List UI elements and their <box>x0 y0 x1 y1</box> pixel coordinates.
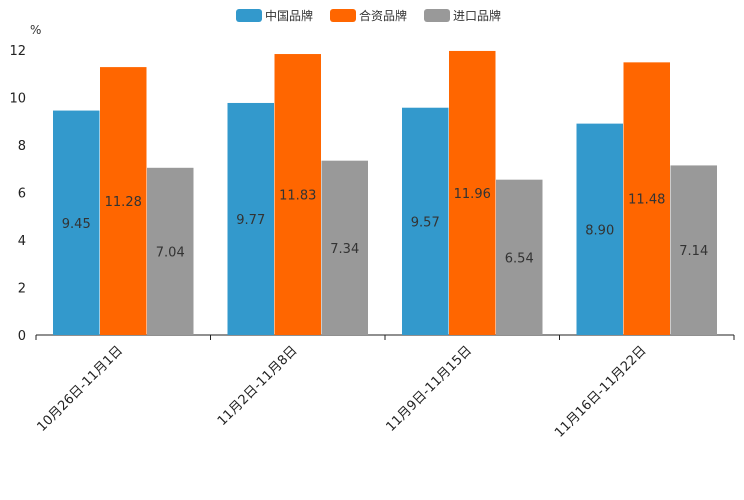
data-label: 7.34 <box>330 242 359 257</box>
y-tick-label: 8 <box>18 139 26 154</box>
y-tick-label: 12 <box>9 44 26 59</box>
bar[interactable] <box>576 123 624 335</box>
legend-item[interactable]: 进口品牌 <box>424 9 501 23</box>
bar[interactable] <box>449 50 496 335</box>
bar[interactable] <box>100 67 147 335</box>
x-axis: 10月26日-11月1日 11月2日-11月8日 11月9日-11月15日 11月16… <box>34 334 735 441</box>
y-axis: 0 2 4 6 8 10 12 <box>9 44 26 344</box>
legend-item[interactable]: 合资品牌 <box>330 8 407 23</box>
y-tick-label: 6 <box>18 187 26 202</box>
data-label: 9.45 <box>62 217 91 232</box>
legend-item[interactable]: 中国品牌 <box>236 8 313 23</box>
bar[interactable] <box>227 102 275 336</box>
bar[interactable] <box>274 54 322 335</box>
x-tick-label: 11月2日-11月8日 <box>215 343 301 429</box>
data-label: 8.90 <box>585 223 614 238</box>
legend: 中国品牌 合资品牌 进口品牌 <box>236 8 501 23</box>
x-tick-label: 10月26日-11月1日 <box>34 343 126 435</box>
bar[interactable] <box>321 160 369 335</box>
data-label: 11.28 <box>105 195 142 210</box>
legend-label: 进口品牌 <box>453 9 501 23</box>
data-label: 11.83 <box>279 189 316 204</box>
legend-label: 中国品牌 <box>265 8 313 23</box>
data-label: 11.96 <box>454 187 491 202</box>
y-tick-label: 4 <box>18 234 26 249</box>
bar[interactable] <box>496 179 543 335</box>
bar[interactable] <box>53 110 100 335</box>
data-label: 9.57 <box>411 215 440 230</box>
legend-swatch <box>330 9 356 22</box>
bar[interactable] <box>623 62 671 335</box>
legend-label: 合资品牌 <box>359 8 407 23</box>
data-label: 7.04 <box>156 245 185 260</box>
data-label: 11.48 <box>628 193 665 208</box>
x-tick-label: 11月9日-11月15日 <box>383 343 475 435</box>
legend-swatch <box>424 9 450 22</box>
x-tick-label: 11月16日-11月22日 <box>552 343 649 440</box>
data-label: 9.77 <box>236 213 265 228</box>
bar[interactable] <box>402 107 449 336</box>
data-label: 6.54 <box>505 251 534 266</box>
bar[interactable] <box>670 165 718 335</box>
data-labels-group: 9.45 11.28 7.04 9.77 11.83 7.34 9.57 11.96 6.54 8… <box>62 187 708 266</box>
bar[interactable] <box>147 167 194 335</box>
y-tick-label: 10 <box>9 92 26 107</box>
y-axis-unit-label: % <box>30 23 41 37</box>
data-label: 7.14 <box>679 244 708 259</box>
y-tick-label: 0 <box>18 329 26 344</box>
legend-swatch <box>236 9 262 22</box>
bars-group <box>53 50 718 336</box>
y-tick-label: 2 <box>18 282 26 297</box>
